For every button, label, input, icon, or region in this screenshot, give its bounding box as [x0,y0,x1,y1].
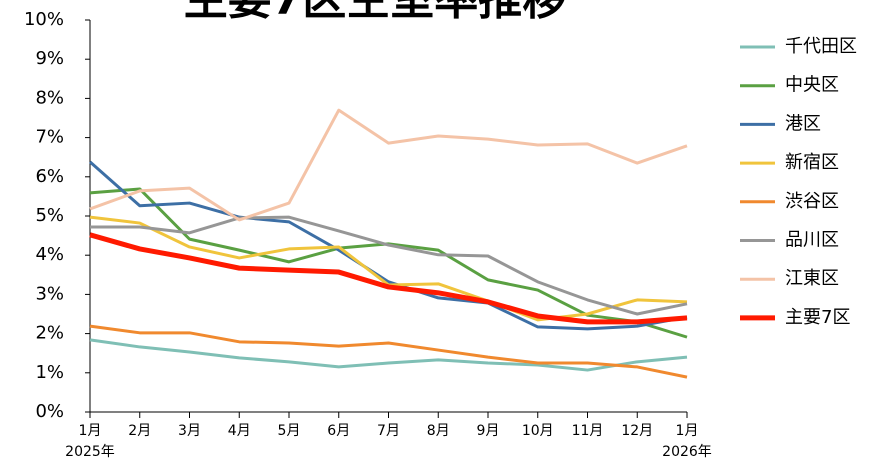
x-tick-label: 3月 [178,423,201,439]
series-line [89,338,688,372]
legend-label: 渋谷区 [785,191,839,212]
legend-label: 品川区 [785,230,839,251]
legend-label: 主要7区 [785,307,850,328]
x-tick-label: 5月 [278,423,301,439]
year-label: 2025年 [65,444,115,460]
x-tick-label: 8月 [427,423,450,439]
y-tick-label: 0% [35,401,64,422]
y-tick-label: 2% [35,323,64,344]
series-line [89,187,688,339]
y-tick-label: 1% [35,362,64,383]
x-tick-label: 11月 [572,423,604,439]
legend-label: 港区 [785,113,821,134]
x-tick-label: 12月 [621,423,653,439]
y-tick-label: 3% [35,283,64,304]
x-tick-label: 4月 [228,423,251,439]
legend-label: 新宿区 [785,152,839,173]
y-tick-label: 6% [35,166,64,187]
y-tick-label: 8% [35,87,64,108]
x-tick-label: 7月 [377,423,400,439]
x-tick-label: 2月 [128,423,151,439]
x-tick-label: 9月 [477,423,500,439]
series-line [89,108,688,222]
y-tick-label: 10% [24,9,64,30]
x-tick-label: 6月 [327,423,350,439]
year-label: 2026年 [662,444,712,460]
x-tick-label: 1月 [79,423,102,439]
y-tick-label: 5% [35,205,64,226]
legend-label: 中央区 [785,75,839,96]
y-tick-label: 7% [35,127,64,148]
legend-label: 江東区 [785,268,839,289]
x-tick-label: 10月 [522,423,554,439]
series-line [89,160,688,331]
y-tick-label: 4% [35,244,64,265]
legend-label: 千代田区 [785,36,857,57]
chart-title: 主要7区空室率推移 [184,0,567,25]
series-line [89,232,688,325]
series-line [89,324,688,379]
x-tick-label: 1月 [676,423,699,439]
y-tick-label: 9% [35,48,64,69]
series-line [90,215,688,316]
